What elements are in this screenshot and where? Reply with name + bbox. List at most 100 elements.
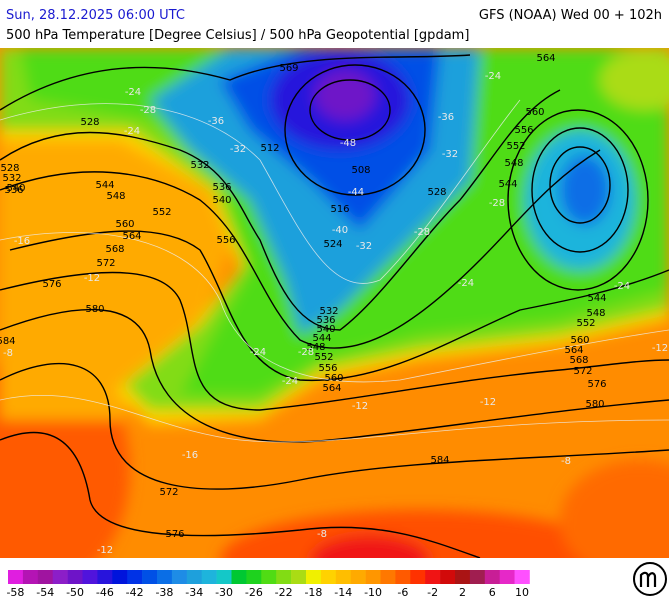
- colorbar-label: -38: [155, 586, 173, 599]
- colorbar-swatch: [8, 570, 24, 584]
- colorbar-swatch: [22, 570, 39, 584]
- colorbar-swatch: [469, 570, 486, 584]
- colorbar-swatch: [335, 570, 351, 584]
- temperature-label: -28: [489, 198, 505, 209]
- colorbar-swatch: [425, 570, 441, 584]
- temperature-label: -28: [140, 105, 156, 116]
- map: 5285325365405285325365405445485525565605…: [0, 48, 669, 558]
- contour-label: 552: [576, 318, 595, 329]
- temperature-label: -28: [414, 227, 430, 238]
- colorbar-swatch: [67, 570, 83, 584]
- colorbar-swatch: [276, 570, 292, 584]
- temperature-label: -12: [652, 343, 668, 354]
- contour-label: 564: [536, 53, 555, 64]
- temperature-label: -8: [317, 529, 327, 540]
- temperature-label: -24: [125, 87, 141, 98]
- temperature-label: -24: [485, 71, 501, 82]
- colorbar-swatch: [514, 570, 530, 584]
- temperature-label: -24: [614, 281, 630, 292]
- colorbar-label: -6: [397, 586, 408, 599]
- contour-label: 508: [351, 165, 370, 176]
- temperature-label: -12: [84, 273, 100, 284]
- colorbar-label: -58: [6, 586, 24, 599]
- temperature-label: -12: [97, 545, 113, 556]
- contour-label: 560: [324, 373, 343, 384]
- colorbar-label: -46: [96, 586, 114, 599]
- contour-label: 544: [587, 293, 606, 304]
- colorbar-swatch: [484, 570, 500, 584]
- colorbar-swatch: [82, 570, 98, 584]
- colorbar-label: -22: [275, 586, 293, 599]
- temperature-label: -36: [208, 116, 224, 127]
- contour-label: 576: [42, 279, 61, 290]
- contour-label: 556: [514, 125, 533, 136]
- contour-label: 576: [587, 379, 606, 390]
- colorbar-label: 6: [489, 586, 496, 599]
- contour-label: 556: [216, 235, 235, 246]
- colorbar-swatch: [455, 570, 471, 584]
- colorbar-label: -42: [126, 586, 144, 599]
- contour-label: 524: [323, 239, 342, 250]
- colorbar-swatch: [52, 570, 68, 584]
- contour-label: 536: [316, 315, 335, 326]
- colorbar-label: -18: [304, 586, 322, 599]
- contour-label: 560: [570, 335, 589, 346]
- colorbar-label: -50: [66, 586, 84, 599]
- temperature-label: -32: [230, 144, 246, 155]
- colorbar-swatch: [157, 570, 173, 584]
- contour-label: 540: [212, 195, 231, 206]
- temperature-label: -8: [3, 348, 13, 359]
- contour-label: 548: [586, 308, 605, 319]
- contour-label: 512: [260, 143, 279, 154]
- model-run: GFS (NOAA) Wed 00 + 102h: [479, 8, 662, 23]
- contour-label: 548: [106, 191, 125, 202]
- contour-label: 516: [330, 204, 349, 215]
- contour-label: 548: [306, 342, 325, 353]
- temperature-label: -48: [340, 138, 356, 149]
- colorbar-label: 2: [459, 586, 466, 599]
- colorbar-swatch: [186, 570, 202, 584]
- colorbar: -58 -54 -50 -46 -42 -38 -34 -30 -26 -22 -18 -14 -10-…: [6, 570, 530, 599]
- contour-label: 568: [105, 244, 124, 255]
- temperature-label: -36: [438, 112, 454, 123]
- contour-label: 532: [190, 160, 209, 171]
- colorbar-label: -30: [215, 586, 233, 599]
- contour-label: 580: [85, 304, 104, 315]
- colorbar-swatch: [380, 570, 396, 584]
- contour-label: 528: [427, 187, 446, 198]
- contour-label: 564: [322, 383, 341, 394]
- colorbar-swatch: [97, 570, 113, 584]
- contour-label: 544: [312, 333, 331, 344]
- contour-label: 528: [0, 163, 19, 174]
- colorbar-swatch: [291, 570, 307, 584]
- contour-label: 544: [95, 180, 114, 191]
- contour-label: 548: [504, 158, 523, 169]
- temperature-label: -12: [352, 401, 368, 412]
- temperature-label: -40: [332, 225, 348, 236]
- colorbar-label: -54: [36, 586, 54, 599]
- temperature-label: -16: [14, 236, 30, 247]
- contour-label: 584: [430, 455, 449, 466]
- subtitle: 500 hPa Temperature [Degree Celsius] / 5…: [6, 28, 469, 43]
- logo: [633, 562, 667, 596]
- temperature-label: -24: [124, 126, 140, 137]
- colorbar-swatch: [112, 570, 128, 584]
- contour-label: 532: [319, 306, 338, 317]
- contour-label: 552: [314, 352, 333, 363]
- colorbar-label: -14: [334, 586, 352, 599]
- contour-label: 552: [506, 141, 525, 152]
- contour-label: 572: [573, 366, 592, 377]
- colorbar-swatch: [350, 570, 366, 584]
- contour-label: 560: [525, 107, 544, 118]
- colorbar-label: -26: [245, 586, 263, 599]
- temperature-label: -8: [561, 456, 571, 467]
- colorbar-swatch: [261, 570, 277, 584]
- colorbar-swatch: [37, 570, 53, 584]
- temperature-label: -32: [356, 241, 372, 252]
- colorbar-swatch: [499, 570, 515, 584]
- contour-label: 556: [318, 363, 337, 374]
- datetime: Sun, 28.12.2025 06:00 UTC: [6, 8, 185, 23]
- colorbar-label: 10: [515, 586, 529, 599]
